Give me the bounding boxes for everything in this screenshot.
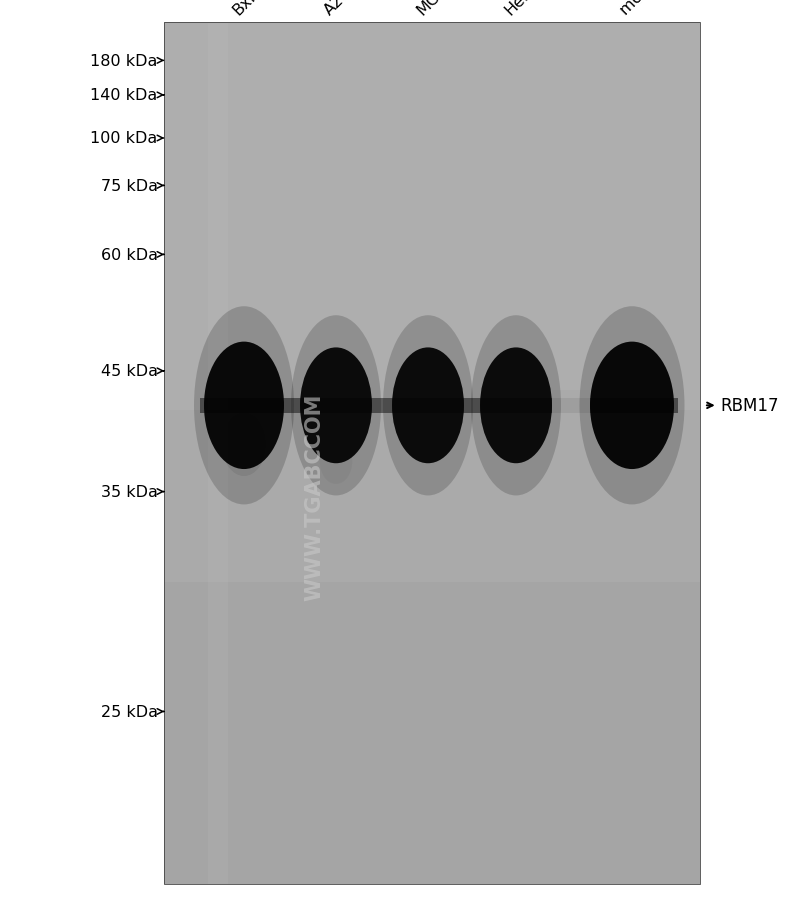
Bar: [552, 391, 590, 429]
Text: 100 kDa: 100 kDa: [90, 132, 158, 146]
Bar: [164, 23, 700, 884]
Text: RBM17: RBM17: [720, 397, 778, 415]
Text: MCF-7: MCF-7: [414, 0, 459, 18]
Text: 35 kDa: 35 kDa: [101, 484, 158, 500]
Bar: [164, 23, 700, 410]
Text: WWW.TGABCCOM: WWW.TGABCCOM: [304, 392, 324, 600]
Ellipse shape: [480, 348, 552, 464]
Text: 180 kDa: 180 kDa: [90, 54, 158, 69]
Bar: [164, 23, 700, 884]
Ellipse shape: [291, 316, 381, 496]
Ellipse shape: [579, 307, 685, 505]
Ellipse shape: [194, 307, 294, 505]
Ellipse shape: [392, 348, 464, 464]
Bar: [200, 398, 678, 414]
Text: 60 kDa: 60 kDa: [101, 248, 158, 262]
Ellipse shape: [590, 342, 674, 470]
Text: 45 kDa: 45 kDa: [101, 364, 158, 379]
Text: HeLa: HeLa: [502, 0, 541, 18]
Bar: [208, 23, 228, 884]
Ellipse shape: [204, 342, 284, 470]
Text: mouse thymus: mouse thymus: [618, 0, 712, 18]
Text: 75 kDa: 75 kDa: [101, 179, 158, 194]
Bar: [164, 583, 700, 884]
Ellipse shape: [222, 413, 266, 476]
Ellipse shape: [383, 316, 473, 496]
Text: BxPC-3: BxPC-3: [230, 0, 280, 18]
Text: 140 kDa: 140 kDa: [90, 88, 158, 103]
Text: 25 kDa: 25 kDa: [101, 704, 158, 719]
Ellipse shape: [320, 439, 352, 484]
Ellipse shape: [300, 348, 372, 464]
Text: A2780: A2780: [322, 0, 369, 18]
Ellipse shape: [471, 316, 561, 496]
